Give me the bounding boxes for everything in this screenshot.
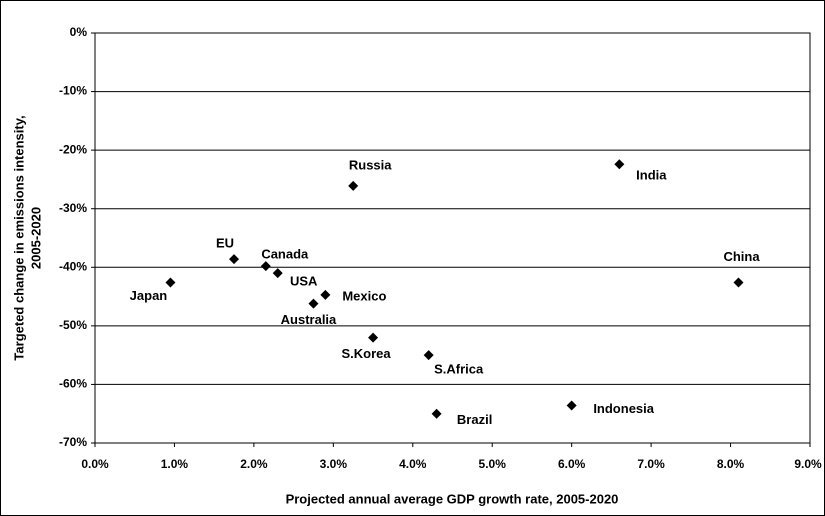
y-tick-label: 0%	[70, 25, 88, 39]
point-label: Brazil	[457, 412, 492, 427]
point	[348, 180, 359, 191]
point-label: USA	[290, 274, 318, 289]
point-label: Mexico	[342, 288, 386, 303]
x-tick-label: 8.0%	[717, 457, 745, 471]
point	[733, 277, 744, 288]
y-axis-title: 2005-2020	[28, 207, 43, 269]
x-tick-label: 5.0%	[479, 457, 507, 471]
point-label: S.Africa	[434, 362, 484, 377]
x-tick-label: 0.0%	[81, 457, 109, 471]
point	[272, 268, 283, 279]
x-tick-label: 1.0%	[161, 457, 189, 471]
y-tick-label: -30%	[59, 201, 87, 215]
point-label: India	[636, 168, 667, 183]
x-axis-title: Projected annual average GDP growth rate…	[286, 491, 619, 506]
y-axis-title: Targeted change in emissions intensity,	[11, 115, 26, 360]
point-label: Japan	[130, 288, 168, 303]
x-tick-label: 4.0%	[399, 457, 427, 471]
point	[308, 298, 319, 309]
y-tick-label: -40%	[59, 259, 87, 273]
point	[229, 254, 240, 265]
x-tick-label: 6.0%	[558, 457, 586, 471]
point-label: China	[723, 249, 760, 264]
x-tick-label: 3.0%	[320, 457, 348, 471]
point-label: Indonesia	[593, 401, 654, 416]
point-label: EU	[216, 236, 234, 251]
point	[431, 408, 442, 419]
y-tick-label: -60%	[59, 377, 87, 391]
point	[566, 400, 577, 411]
y-tick-label: -10%	[59, 84, 87, 98]
point	[614, 159, 625, 170]
point-label: Russia	[349, 157, 392, 172]
y-tick-label: -50%	[59, 318, 87, 332]
point-label: Australia	[281, 312, 337, 327]
x-tick-label: 2.0%	[240, 457, 268, 471]
point	[165, 277, 176, 288]
x-tick-label: 7.0%	[637, 457, 665, 471]
y-tick-label: -70%	[59, 435, 87, 449]
point	[260, 261, 271, 272]
point-label: Canada	[261, 247, 309, 262]
point	[423, 350, 434, 361]
point	[368, 332, 379, 343]
x-tick-label: 9.0%	[794, 457, 822, 471]
point	[320, 289, 331, 300]
point-label: S.Korea	[341, 346, 391, 361]
y-tick-label: -20%	[59, 142, 87, 156]
